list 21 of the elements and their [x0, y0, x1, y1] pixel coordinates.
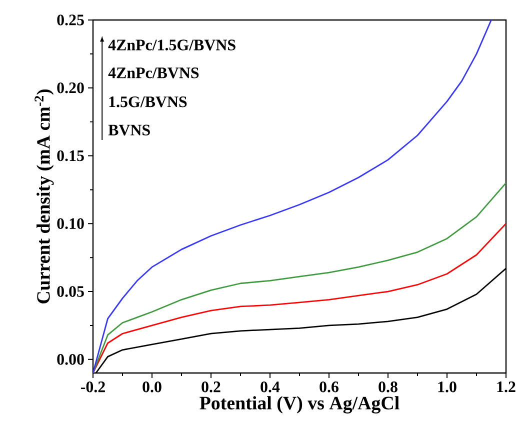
x-tick-label: 1.2	[497, 382, 516, 392]
y-tick-label: 0.10	[57, 218, 84, 230]
x-tick-label: 0.2	[202, 382, 220, 392]
annotation: 1.5G/BVNS	[109, 96, 187, 108]
y-tick-label: 0.15	[57, 150, 84, 162]
x-tick-label: 0.4	[260, 382, 280, 392]
annotation: BVNS	[108, 124, 150, 136]
y-tick-label: 0.25	[57, 14, 84, 26]
x-axis-title: Potential (V) vs Ag/AgCl	[200, 396, 400, 414]
x-tick-label: 0.6	[320, 382, 338, 392]
x-tick-label: 0.8	[378, 382, 398, 392]
line-series	[93, 20, 492, 373]
y-axis-title: Current density (mA cm$^{-2}$)	[34, 89, 54, 304]
x-tick-label: -0.2	[80, 382, 105, 392]
x-tick-label: 0.0	[142, 382, 162, 392]
annotation: 4ZnPc/BVNS	[108, 68, 199, 78]
annotation: 4ZnPc/1.5G/BVNS	[108, 40, 236, 50]
y-tick-label: 0.20	[57, 82, 84, 94]
x-tick-label: 1.0	[438, 382, 456, 392]
y-tick-label: 0.05	[57, 286, 84, 297]
y-tick-label: 0.00	[57, 354, 84, 365]
